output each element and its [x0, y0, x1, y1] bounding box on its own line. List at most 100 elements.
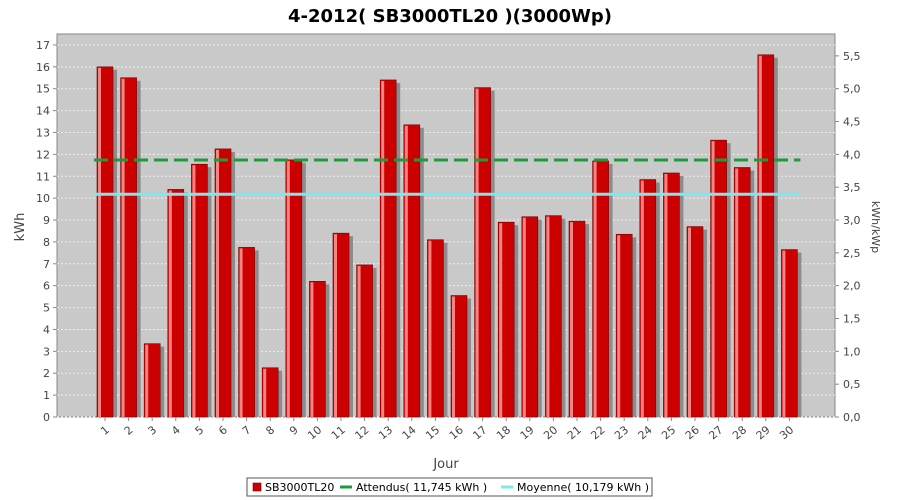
- legend-box: [246, 477, 653, 497]
- y-right-tick-label: 2,0: [843, 280, 861, 293]
- y-tick-label: 12: [36, 148, 50, 161]
- bar-highlight: [570, 222, 573, 417]
- x-tick-label: 29: [754, 423, 773, 442]
- bar-highlight: [98, 67, 101, 417]
- y-tick-label: 15: [36, 83, 50, 96]
- y-tick-label: 6: [43, 280, 50, 293]
- x-tick-label: 27: [706, 423, 725, 442]
- bar-highlight: [381, 80, 385, 418]
- y-right-tick-label: 5,0: [843, 83, 861, 96]
- bar-highlight: [664, 173, 668, 417]
- y-tick-label: 14: [36, 105, 50, 118]
- bar-highlight: [546, 216, 550, 417]
- bar-highlight: [310, 282, 314, 417]
- x-tick-label: 15: [423, 423, 442, 442]
- y-tick-label: 17: [36, 39, 50, 52]
- bar-highlight: [216, 149, 219, 417]
- bar-highlight: [522, 217, 526, 417]
- bar-highlight: [121, 78, 125, 418]
- bar-highlight: [735, 168, 739, 417]
- bar-highlight: [239, 248, 243, 417]
- legend-swatch-bar: [252, 482, 262, 492]
- bar-highlight: [499, 223, 503, 417]
- y-right-tick-label: 1,0: [843, 345, 861, 358]
- x-tick-label: 22: [588, 423, 607, 442]
- bar-highlight: [593, 161, 597, 417]
- y-tick-label: 9: [43, 214, 50, 227]
- x-tick-label: 9: [287, 423, 301, 437]
- x-tick-label: 10: [305, 423, 324, 442]
- y-tick-label: 10: [36, 192, 50, 205]
- x-tick-label: 1: [98, 423, 112, 437]
- x-tick-label: 17: [470, 423, 489, 442]
- bar-highlight: [428, 240, 432, 417]
- bar-highlight: [688, 227, 691, 417]
- bar-highlight: [145, 344, 149, 417]
- x-tick-label: 19: [518, 423, 537, 442]
- legend-label-expected: Attendus( 11,745 kWh ): [356, 481, 487, 494]
- x-tick-label: 30: [777, 423, 796, 442]
- y-tick-label: 1: [43, 389, 50, 402]
- x-tick-label: 18: [494, 423, 513, 442]
- bar-highlight: [782, 250, 786, 417]
- y-tick-label: 16: [36, 61, 50, 74]
- y-tick-label: 7: [43, 258, 50, 271]
- bar-highlight: [192, 165, 196, 417]
- y-right-tick-label: 3,5: [843, 181, 861, 194]
- y-right-tick-label: 0,0: [843, 411, 861, 424]
- y-tick-label: 2: [43, 367, 50, 380]
- x-tick-label: 20: [541, 423, 560, 442]
- legend-label-series: SB3000TL20: [265, 481, 334, 494]
- x-tick-label: 7: [240, 423, 254, 437]
- y-tick-label: 4: [43, 323, 50, 336]
- x-tick-label: 3: [145, 423, 159, 437]
- chart-title: 4-2012( SB3000TL20 )(3000Wp): [288, 6, 612, 27]
- bar-highlight: [263, 368, 267, 417]
- bar-highlight: [475, 88, 479, 418]
- y-right-tick-label: 2,5: [843, 247, 861, 260]
- x-tick-label: 8: [263, 423, 277, 437]
- bar-highlight: [758, 55, 762, 417]
- x-tick-label: 5: [193, 423, 207, 437]
- bars: [96, 54, 802, 418]
- legend: SB3000TL20 Attendus( 11,745 kWh ) Moyenne(…: [246, 477, 653, 497]
- bar-highlight: [334, 234, 337, 417]
- x-tick-label: 25: [659, 423, 678, 442]
- x-tick-label: 14: [400, 423, 419, 442]
- x-tick-label: 26: [683, 423, 702, 442]
- x-tick-label: 21: [565, 423, 584, 442]
- x-axis-title: Jour: [432, 457, 459, 472]
- x-tick-label: 13: [376, 423, 395, 442]
- bar-highlight: [168, 190, 172, 417]
- reference-lines: [94, 158, 801, 196]
- y-right-tick-label: 5,5: [843, 50, 861, 63]
- bar-highlight: [404, 125, 408, 417]
- y-tick-label: 0: [43, 411, 50, 424]
- y-axis-title: kWh: [13, 213, 28, 242]
- bar-highlight: [286, 160, 290, 418]
- y-tick-label: 5: [43, 302, 50, 315]
- x-axis: 1 2 3 4 5 6 7 8 9 10 11 12 13 14 15 16 17 18 19 20 21 22 23 24 2…: [98, 417, 796, 442]
- y-tick-label: 13: [36, 126, 50, 139]
- y-right-tick-label: 4,0: [843, 148, 861, 161]
- bar-highlight: [452, 296, 455, 417]
- y-axis-right: 0,0 0,5 1,0 1,5 2,0 2,5 3,0 3,5 4,0 4,5 5,0 5,5: [835, 50, 861, 424]
- x-tick-label: 2: [122, 423, 136, 437]
- y-right-tick-label: 3,0: [843, 214, 861, 227]
- y-right-tick-label: 1,5: [843, 313, 861, 326]
- bar-highlight: [357, 265, 361, 417]
- x-tick-label: 28: [730, 423, 749, 442]
- bar-highlight: [617, 235, 621, 417]
- x-tick-label: 11: [329, 423, 348, 442]
- x-tick-label: 12: [352, 423, 371, 442]
- x-tick-label: 4: [169, 423, 183, 437]
- y-axis-right-title: kWh/kWp: [869, 201, 882, 253]
- y-tick-label: 11: [36, 170, 50, 183]
- x-tick-label: 23: [612, 423, 631, 442]
- y-tick-label: 8: [43, 236, 50, 249]
- y-tick-label: 3: [43, 345, 50, 358]
- x-tick-label: 24: [636, 423, 655, 442]
- y-right-tick-label: 4,5: [843, 116, 861, 129]
